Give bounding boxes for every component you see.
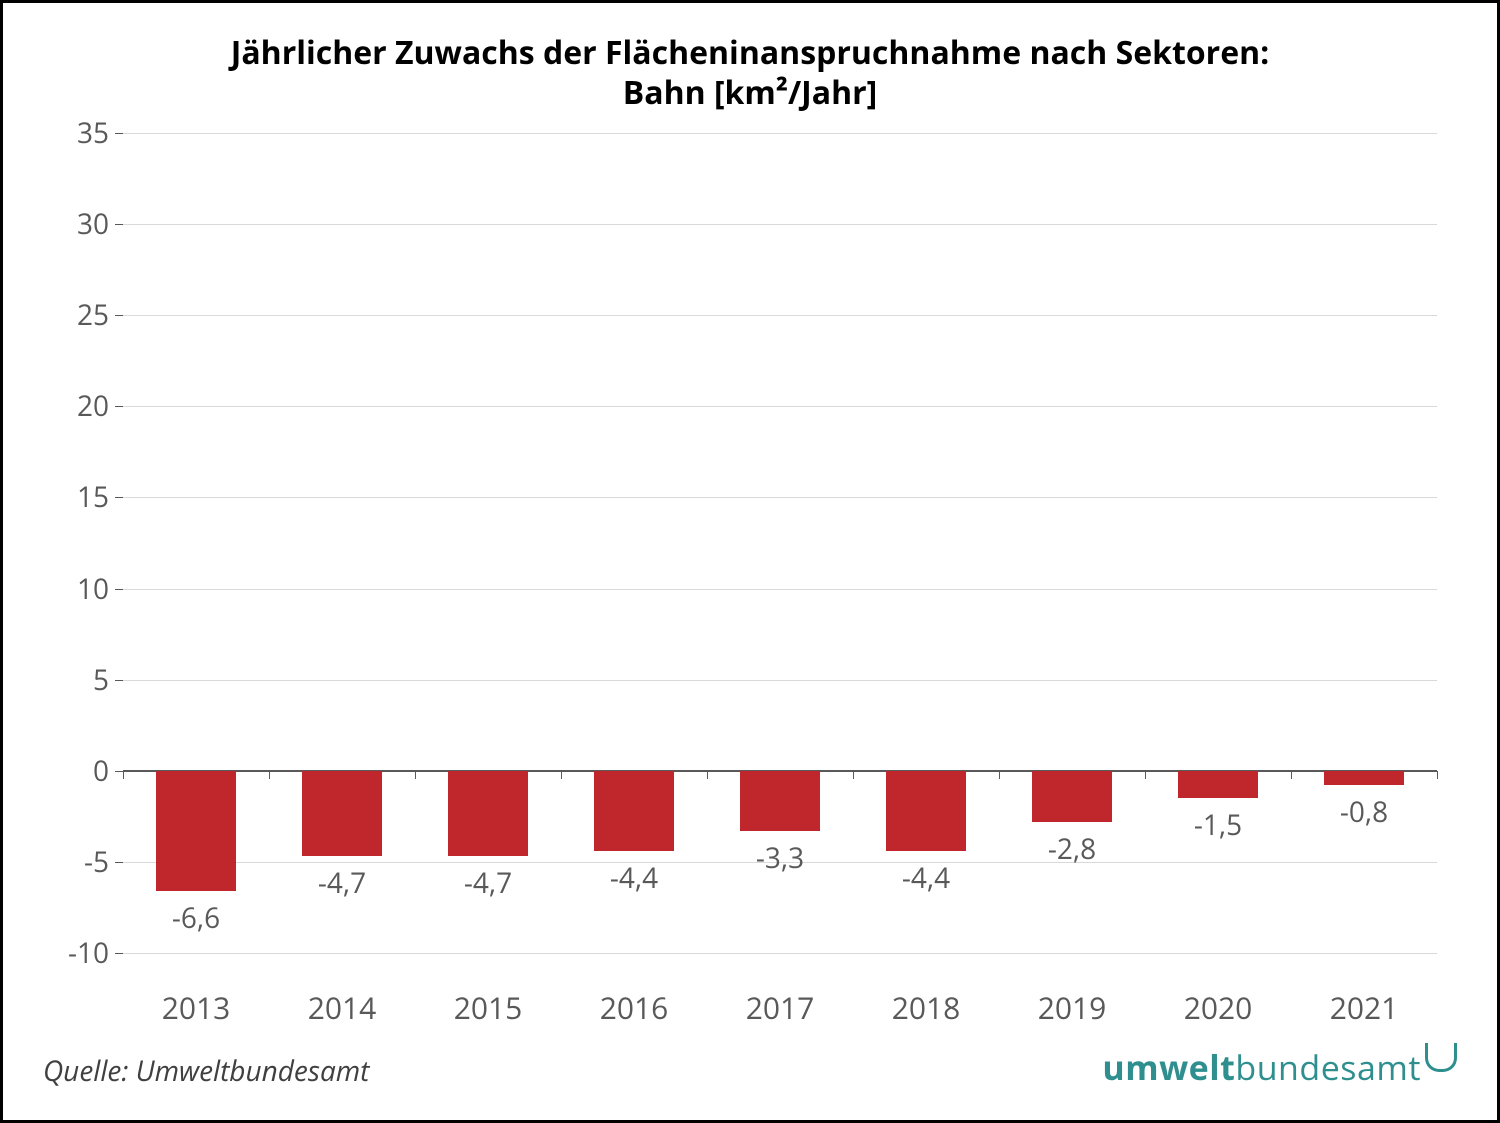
ytick-label: 0 (93, 752, 109, 790)
ytick-label: 10 (77, 570, 109, 608)
xtick-label: 2017 (746, 987, 815, 1028)
ytick-mark (115, 771, 123, 772)
bar (156, 771, 236, 891)
chart-footer: Quelle: Umweltbundesamt umweltbundesamt (43, 1044, 1457, 1090)
ytick-mark (115, 953, 123, 954)
bar (740, 771, 820, 831)
ytick-label: 5 (93, 661, 109, 699)
gridline (123, 589, 1437, 590)
logo-text-bold: umwelt (1102, 1044, 1235, 1090)
bar-value-label: -0,8 (1340, 793, 1388, 831)
ytick-label: 15 (77, 478, 109, 516)
xtick-mark (269, 771, 270, 779)
xtick-mark (999, 771, 1000, 779)
bar-value-label: -3,3 (756, 839, 804, 877)
bar-value-label: -4,7 (464, 864, 512, 902)
ytick-label: -10 (68, 934, 109, 972)
title-line-2: Bahn [km²/Jahr] (623, 71, 877, 114)
xtick-mark (415, 771, 416, 779)
xtick-mark (853, 771, 854, 779)
bar (448, 771, 528, 857)
logo-u-icon (1425, 1043, 1457, 1072)
gridline (123, 680, 1437, 681)
bar (1032, 771, 1112, 822)
ytick-label: 35 (77, 114, 109, 152)
bar-value-label: -4,4 (902, 859, 950, 897)
xtick-label: 2015 (454, 987, 523, 1028)
xtick-mark (707, 771, 708, 779)
xtick-mark (1437, 771, 1438, 779)
ytick-mark (115, 406, 123, 407)
bar-value-label: -4,4 (610, 859, 658, 897)
gridline (123, 953, 1437, 954)
logo-text-light: bundesamt (1235, 1044, 1421, 1090)
bar (594, 771, 674, 851)
xtick-mark (1291, 771, 1292, 779)
bar-value-label: -2,8 (1048, 830, 1096, 868)
xtick-label: 2016 (600, 987, 669, 1028)
gridline (123, 224, 1437, 225)
logo-umweltbundesamt: umweltbundesamt (1102, 1044, 1457, 1090)
ytick-mark (115, 315, 123, 316)
bar (1324, 771, 1404, 786)
chart-plot-area: -10-505101520253035-6,62013-4,72014-4,72… (123, 133, 1437, 953)
xtick-mark (123, 771, 124, 779)
ytick-label: -5 (84, 843, 109, 881)
xtick-label: 2021 (1330, 987, 1399, 1028)
bar (886, 771, 966, 851)
chart-title: Jährlicher Zuwachs der Flächeninanspruch… (33, 33, 1467, 113)
xtick-label: 2019 (1038, 987, 1107, 1028)
xtick-mark (1145, 771, 1146, 779)
gridline (123, 315, 1437, 316)
gridline (123, 406, 1437, 407)
xtick-mark (561, 771, 562, 779)
plot-surface: -10-505101520253035-6,62013-4,72014-4,72… (123, 133, 1437, 953)
ytick-mark (115, 224, 123, 225)
ytick-mark (115, 862, 123, 863)
ytick-mark (115, 589, 123, 590)
ytick-mark (115, 680, 123, 681)
ytick-mark (115, 497, 123, 498)
bar (302, 771, 382, 857)
gridline (123, 497, 1437, 498)
source-text: Quelle: Umweltbundesamt (43, 1052, 369, 1090)
xtick-label: 2014 (308, 987, 377, 1028)
bar-value-label: -1,5 (1194, 806, 1242, 844)
gridline (123, 133, 1437, 134)
bar (1178, 771, 1258, 798)
xtick-label: 2018 (892, 987, 961, 1028)
bar-value-label: -4,7 (318, 864, 366, 902)
bar-value-label: -6,6 (172, 899, 220, 937)
ytick-label: 30 (77, 205, 109, 243)
ytick-label: 20 (77, 387, 109, 425)
xtick-label: 2020 (1184, 987, 1253, 1028)
chart-frame: Jährlicher Zuwachs der Flächeninanspruch… (0, 0, 1500, 1123)
title-line-1: Jährlicher Zuwachs der Flächeninanspruch… (231, 31, 1270, 74)
xtick-label: 2013 (162, 987, 231, 1028)
ytick-label: 25 (77, 296, 109, 334)
ytick-mark (115, 133, 123, 134)
